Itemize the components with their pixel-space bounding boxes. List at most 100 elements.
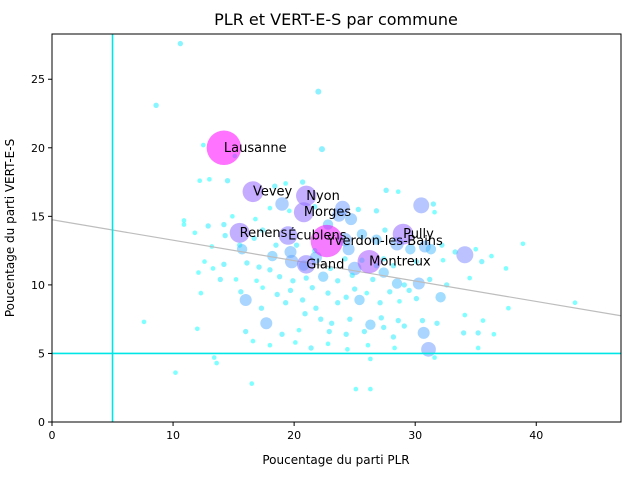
commune-point	[395, 317, 401, 324]
commune-point	[286, 208, 292, 214]
commune-point	[417, 326, 430, 339]
commune-point	[373, 208, 380, 214]
commune-point	[267, 205, 273, 211]
commune-point	[381, 256, 387, 262]
commune-point	[254, 278, 259, 284]
commune-point	[313, 305, 319, 311]
commune-point	[425, 244, 437, 255]
commune-label: Lausanne	[224, 141, 287, 156]
commune-point	[413, 258, 420, 265]
commune-point	[177, 40, 184, 47]
commune-point	[222, 232, 228, 239]
commune-point	[462, 312, 468, 318]
commune-point	[308, 345, 314, 351]
commune-point-labeled	[242, 181, 264, 203]
commune-point	[205, 223, 211, 229]
commune-point	[272, 183, 278, 189]
commune-point	[349, 272, 355, 278]
commune-point	[343, 294, 349, 300]
commune-point	[284, 245, 297, 259]
commune-point	[405, 244, 416, 255]
commune-point	[434, 320, 440, 326]
commune-label: Morges	[304, 205, 352, 220]
commune-point	[202, 259, 207, 264]
x-tick-label: 10	[166, 429, 180, 442]
commune-point	[201, 142, 206, 148]
commune-point	[243, 328, 249, 335]
commune-point	[419, 317, 426, 324]
commune-point	[370, 276, 376, 283]
commune-point	[173, 370, 178, 375]
commune-point	[260, 285, 265, 290]
commune-point	[413, 197, 430, 214]
commune-point	[267, 342, 273, 348]
commune-point	[317, 271, 329, 282]
commune-point	[378, 315, 384, 321]
commune-point	[390, 334, 397, 340]
commune-point	[412, 277, 425, 290]
commune-point	[572, 300, 578, 306]
commune-point	[342, 243, 355, 256]
commune-point-labeled	[293, 202, 314, 223]
y-tick-label: 25	[31, 73, 45, 86]
commune-point	[430, 201, 437, 207]
commune-point	[287, 287, 294, 294]
commune-point	[345, 347, 350, 352]
commune-point	[299, 179, 306, 185]
commune-point	[221, 221, 227, 228]
commune-point	[361, 328, 368, 335]
commune-point	[276, 273, 283, 280]
commune-point	[467, 275, 472, 281]
commune-point	[392, 345, 397, 351]
commune-point	[238, 289, 244, 295]
x-tick-label: 20	[287, 429, 301, 442]
commune-point	[365, 342, 371, 348]
plot-frame	[51, 33, 622, 423]
commune-point	[302, 311, 308, 317]
commune-point	[401, 282, 407, 288]
commune-point	[328, 320, 335, 326]
commune-point	[283, 181, 288, 186]
commune-point	[355, 206, 361, 213]
plot-area	[52, 34, 621, 422]
commune-point	[318, 146, 325, 153]
commune-label: Montreux	[369, 255, 431, 270]
commune-point	[383, 187, 389, 193]
y-tick-label: 15	[31, 210, 45, 223]
commune-point	[397, 299, 402, 304]
commune-label: Renens	[240, 226, 288, 241]
commune-point	[273, 242, 279, 248]
commune-point	[253, 216, 258, 222]
x-tick-label: 40	[529, 429, 543, 442]
commune-point	[250, 338, 256, 344]
commune-point	[387, 289, 393, 295]
commune-point	[406, 287, 412, 294]
commune-point	[214, 360, 219, 366]
y-tick-label: 10	[31, 279, 45, 292]
axis-ticks: 0 10 20 30 40 0 5 10 15 20 25	[31, 73, 543, 442]
commune-point	[153, 102, 159, 108]
commune-point-labeled	[392, 223, 414, 245]
commune-point	[377, 300, 383, 306]
commune-point	[267, 267, 273, 273]
commune-label: Yverdon-les-Bains	[326, 234, 443, 249]
commune-point	[435, 292, 446, 303]
commune-point	[256, 264, 262, 270]
commune-point	[368, 386, 373, 392]
commune-point	[210, 266, 216, 271]
commune-point	[315, 88, 322, 95]
commune-point	[211, 355, 217, 360]
x-tick-label: 30	[408, 429, 422, 442]
commune-point	[342, 256, 348, 262]
commune-point	[343, 331, 349, 337]
commune-label: Vevey	[253, 185, 293, 200]
commune-point	[326, 328, 332, 335]
commune-point-labeled	[206, 130, 242, 166]
commune-point	[356, 228, 368, 240]
y-tick-label: 0	[38, 416, 45, 429]
commune-point	[221, 261, 227, 268]
commune-point	[489, 253, 494, 259]
y-tick-label: 5	[38, 347, 45, 360]
commune-point	[354, 294, 365, 306]
